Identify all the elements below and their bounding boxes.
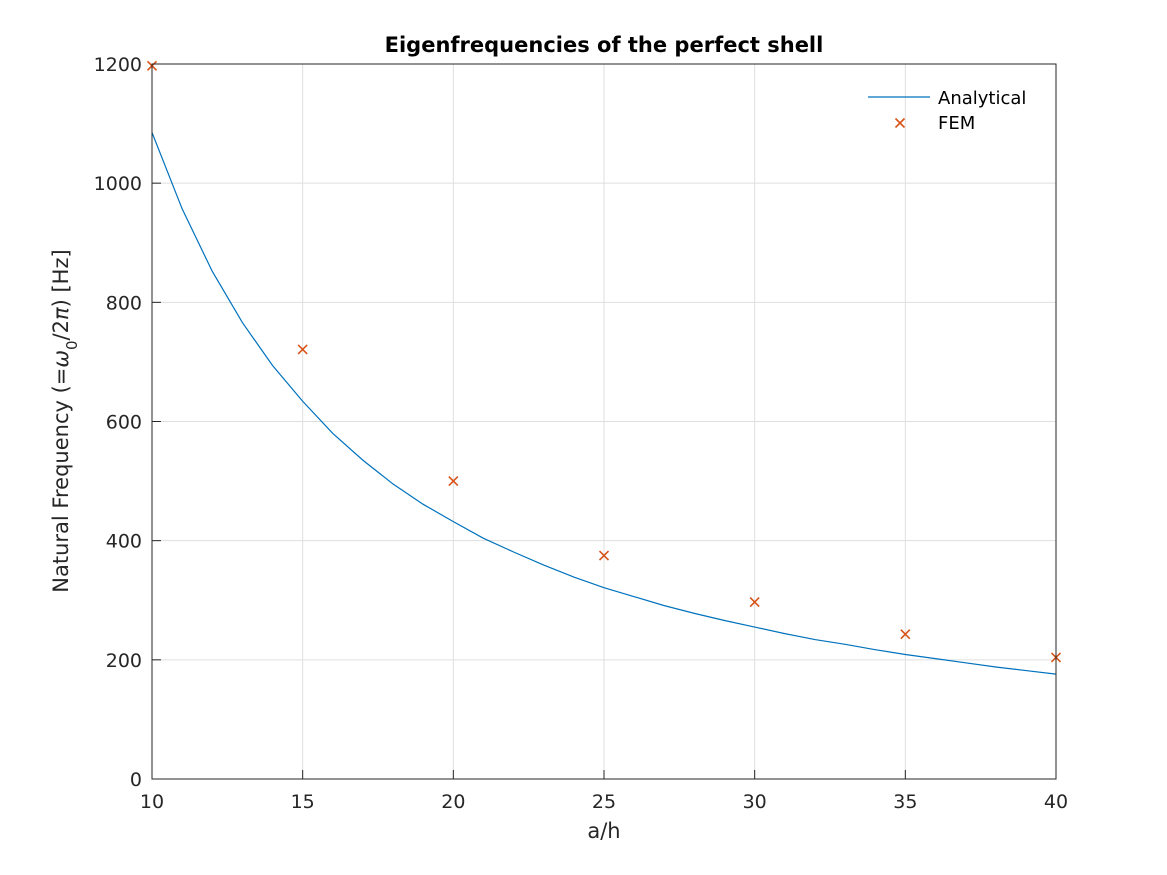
y-tick-label: 600 [106, 412, 142, 434]
fem-point [297, 344, 308, 355]
x-tick-label: 15 [291, 791, 315, 813]
fem-point [900, 629, 911, 640]
series-analytical-line [151, 132, 1057, 675]
fem-marker-stroke [749, 596, 760, 608]
y-tick-label: 400 [106, 531, 142, 553]
chart-title: Eigenfrequencies of the perfect shell [385, 33, 824, 57]
x-tick-label: 10 [140, 791, 164, 813]
fem-point [448, 476, 459, 487]
y-axis-title-pi: π [49, 307, 73, 320]
y-tick-label: 1200 [94, 54, 142, 76]
x-axis-title: a/h [587, 819, 620, 843]
y-axis-title-subscript: 0 [63, 340, 81, 350]
y-tick-label: 800 [106, 292, 142, 314]
fem-marker-stroke [297, 344, 308, 355]
y-axis-title-prefix: Natural Frequency (= [49, 368, 73, 593]
fem-marker-stroke [598, 550, 610, 561]
x-tick-label: 35 [893, 791, 917, 813]
y-axis-title-suffix: ) [Hz] [49, 249, 73, 307]
y-tick-label: 200 [106, 650, 142, 672]
y-tick-label: 1000 [94, 173, 142, 195]
fem-point [749, 596, 760, 608]
y-axis-title-omega: ω [49, 350, 73, 368]
y-axis-title: Natural Frequency (=ω0/2π) [Hz] [49, 249, 81, 592]
legend-label-fem: FEM [938, 113, 975, 134]
y-tick-label: 0 [130, 769, 142, 791]
fem-marker-stroke [448, 476, 459, 487]
y-axis-title-mid: /2 [49, 320, 73, 340]
x-tick-label: 25 [592, 791, 616, 813]
legend-label-analytical: Analytical [938, 88, 1026, 109]
legend-marker-fem [894, 117, 906, 129]
fem-marker-stroke [900, 629, 911, 640]
x-tick-label: 20 [441, 791, 465, 813]
fem-point [598, 550, 610, 561]
legend-fem-stroke [894, 117, 906, 129]
x-tick-label: 40 [1044, 791, 1068, 813]
legend: Analytical FEM [868, 88, 1026, 134]
x-tick-label: 30 [743, 791, 767, 813]
